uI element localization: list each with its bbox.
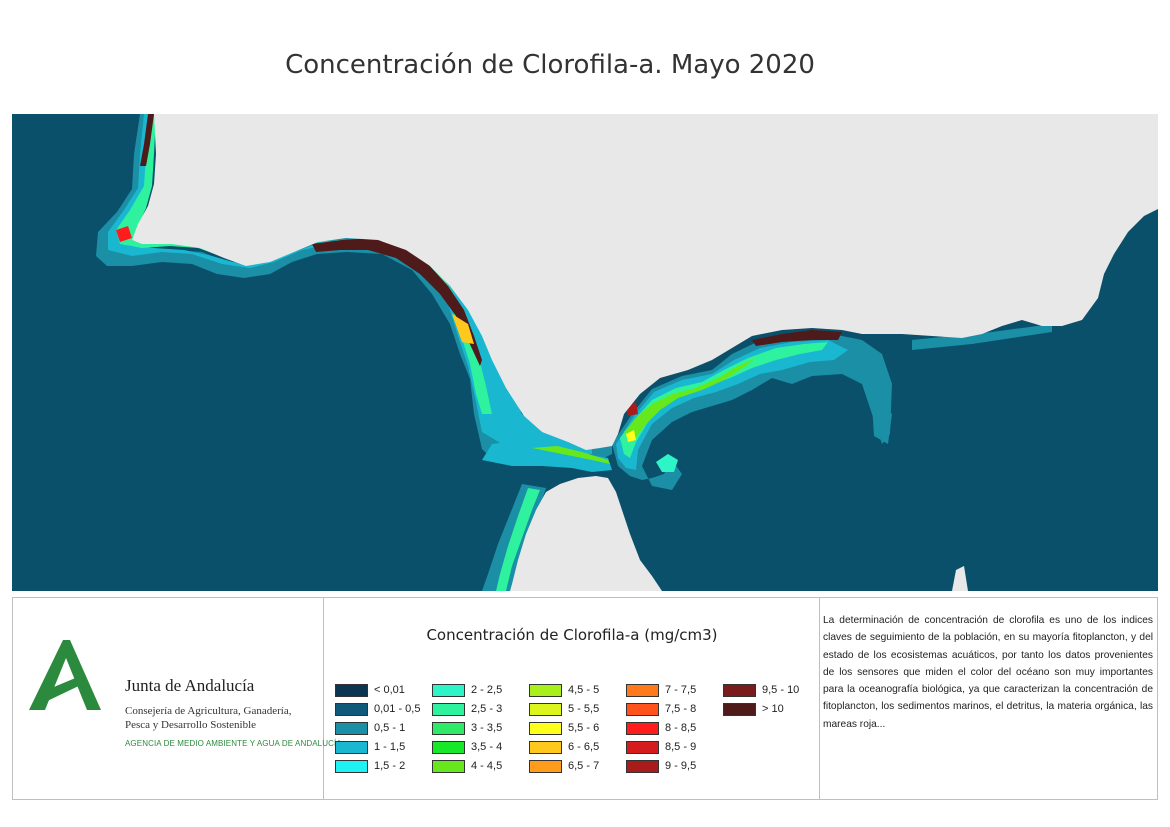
legend-swatch (335, 721, 368, 735)
land-masses (132, 114, 1158, 591)
legend-label: 6,5 - 7 (568, 760, 600, 772)
legend-swatch (432, 702, 465, 716)
legend-item: 2 - 2,5 (432, 682, 502, 698)
legend-title: Concentración de Clorofila-a (mg/cm3) (426, 626, 718, 644)
legend-item: 4,5 - 5 (529, 682, 599, 698)
legend-item: 9,5 - 10 (723, 682, 799, 698)
legend-swatch (335, 759, 368, 773)
legend-label: 3 - 3,5 (471, 722, 503, 734)
legend-label: 7,5 - 8 (665, 703, 697, 715)
legend-item: > 10 (723, 701, 784, 717)
legend-swatch (529, 702, 562, 716)
legend-label: 1 - 1,5 (374, 741, 406, 753)
agency-name: AGENCIA DE MEDIO AMBIENTE Y AGUA DE ANDA… (125, 739, 342, 748)
legend-swatch (529, 683, 562, 697)
legend-label: 6 - 6,5 (568, 741, 600, 753)
info-panel: Junta de Andalucía Consejería de Agricul… (12, 597, 1158, 800)
legend-item: 8,5 - 9 (626, 739, 696, 755)
north-africa (510, 476, 662, 591)
iberian-peninsula (132, 114, 1158, 450)
legend-label: 2 - 2,5 (471, 684, 503, 696)
legend-item: 1 - 1,5 (335, 739, 405, 755)
legend-item: 9 - 9,5 (626, 758, 696, 774)
legend-label: < 0,01 (374, 684, 405, 696)
legend-swatch (432, 683, 465, 697)
legend-label: 9,5 - 10 (762, 684, 800, 696)
legend-item: 8 - 8,5 (626, 720, 696, 736)
legend-label: 3,5 - 4 (471, 741, 503, 753)
legend-label: 0,5 - 1 (374, 722, 406, 734)
legend-label: 8,5 - 9 (665, 741, 697, 753)
department-line-2: Pesca y Desarrollo Sostenible (125, 719, 257, 731)
legend-swatch (626, 702, 659, 716)
legend-item: 1,5 - 2 (335, 758, 405, 774)
legend-swatch (529, 721, 562, 735)
legend-swatch (335, 740, 368, 754)
legend-item: 0,5 - 1 (335, 720, 405, 736)
legend-item: 3 - 3,5 (432, 720, 502, 736)
legend-item: 6,5 - 7 (529, 758, 599, 774)
legend-swatch (529, 740, 562, 754)
legend-label: 5,5 - 6 (568, 722, 600, 734)
department-name: Consejería de Agricultura, Ganadería, Pe… (125, 704, 325, 732)
africa-east-coast (952, 566, 968, 591)
legend-label: 5 - 5,5 (568, 703, 600, 715)
legend-swatch (723, 683, 756, 697)
department-line-1: Consejería de Agricultura, Ganadería, (125, 705, 292, 717)
legend-item: 0,01 - 0,5 (335, 701, 420, 717)
legend-swatch (432, 759, 465, 773)
legend-swatch (626, 740, 659, 754)
legend-label: 7 - 7,5 (665, 684, 697, 696)
legend-label: > 10 (762, 703, 784, 715)
legend-item: 4 - 4,5 (432, 758, 502, 774)
legend-swatch (626, 759, 659, 773)
organization-name: Junta de Andalucía (125, 676, 255, 695)
coastal-chlorophyll-bands (96, 114, 1052, 591)
legend-label: 1,5 - 2 (374, 760, 406, 772)
legend-item: 7,5 - 8 (626, 701, 696, 717)
legend-swatch (335, 702, 368, 716)
legend-swatch (432, 721, 465, 735)
legend-item: 6 - 6,5 (529, 739, 599, 755)
description-text: La determinación de concentración de clo… (823, 615, 1153, 730)
panel-divider-right (819, 598, 820, 799)
legend-swatch (626, 721, 659, 735)
legend-swatch (626, 683, 659, 697)
organization-logo-block: Junta de Andalucía Consejería de Agricul… (23, 638, 342, 768)
legend-swatch (335, 683, 368, 697)
legend-label: 9 - 9,5 (665, 760, 697, 772)
legend-label: 2,5 - 3 (471, 703, 503, 715)
legend-label: 0,01 - 0,5 (374, 703, 421, 715)
panel-divider-left (323, 598, 324, 799)
legend-swatch (529, 759, 562, 773)
legend-item: 5 - 5,5 (529, 701, 599, 717)
legend-label: 4 - 4,5 (471, 760, 503, 772)
legend-swatch (432, 740, 465, 754)
map-title: Concentración de Clorofila-a. Mayo 2020 (285, 50, 815, 80)
legend-item: 5,5 - 6 (529, 720, 599, 736)
legend-label: 8 - 8,5 (665, 722, 697, 734)
junta-andalucia-logo-icon (29, 640, 101, 710)
legend-item: 3,5 - 4 (432, 739, 502, 755)
legend-item: < 0,01 (335, 682, 405, 698)
legend-item: 2,5 - 3 (432, 701, 502, 717)
legend-item: 7 - 7,5 (626, 682, 696, 698)
legend-swatch (723, 702, 756, 716)
chlorophyll-map (12, 114, 1158, 591)
legend-label: 4,5 - 5 (568, 684, 600, 696)
